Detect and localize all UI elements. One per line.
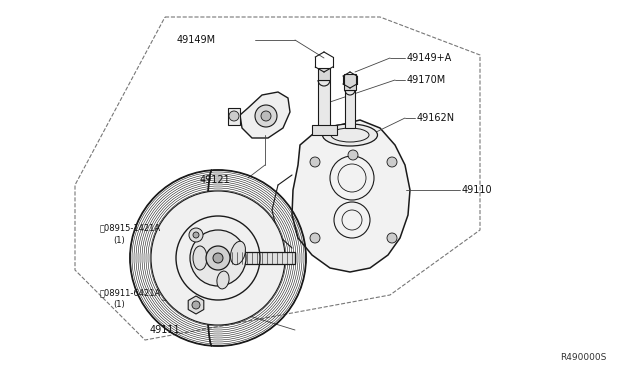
Text: (1): (1) — [113, 301, 125, 310]
Circle shape — [261, 111, 271, 121]
Polygon shape — [230, 252, 295, 264]
Text: 49162N: 49162N — [417, 113, 455, 123]
Circle shape — [310, 157, 320, 167]
Circle shape — [348, 150, 358, 160]
Text: 49110: 49110 — [462, 185, 493, 195]
Polygon shape — [188, 296, 204, 314]
Text: R490000S: R490000S — [560, 353, 606, 362]
Ellipse shape — [323, 124, 378, 146]
Text: 49170M: 49170M — [407, 75, 446, 85]
Polygon shape — [344, 74, 356, 90]
Ellipse shape — [193, 246, 207, 270]
Circle shape — [192, 301, 200, 309]
Polygon shape — [240, 92, 290, 138]
Polygon shape — [318, 80, 330, 130]
Circle shape — [190, 230, 246, 286]
Circle shape — [255, 105, 277, 127]
Polygon shape — [228, 108, 240, 125]
Circle shape — [213, 253, 223, 263]
Text: (1): (1) — [113, 235, 125, 244]
Polygon shape — [312, 125, 337, 135]
Text: 49121: 49121 — [200, 175, 231, 185]
Text: 49111: 49111 — [150, 325, 180, 335]
Circle shape — [387, 157, 397, 167]
Text: 49149+A: 49149+A — [407, 53, 452, 63]
Text: Ⓢ08915-1421A: Ⓢ08915-1421A — [100, 224, 161, 232]
Ellipse shape — [230, 241, 246, 265]
Text: Ⓣ08911-6421A: Ⓣ08911-6421A — [100, 289, 161, 298]
Circle shape — [193, 232, 199, 238]
Circle shape — [151, 191, 285, 325]
Circle shape — [189, 228, 203, 242]
Circle shape — [387, 233, 397, 243]
Text: 49149M: 49149M — [177, 35, 216, 45]
Polygon shape — [345, 90, 355, 128]
Polygon shape — [292, 120, 410, 272]
Ellipse shape — [217, 271, 229, 289]
Polygon shape — [318, 68, 330, 80]
Circle shape — [206, 246, 230, 270]
Circle shape — [229, 111, 239, 121]
Circle shape — [310, 233, 320, 243]
